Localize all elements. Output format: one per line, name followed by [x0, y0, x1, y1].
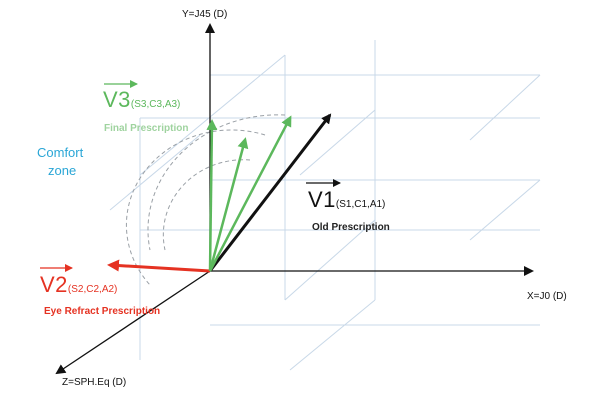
- v2-name: V2: [40, 272, 68, 297]
- v2-params: (S2,C2,A2): [67, 284, 118, 295]
- v3-name: V3: [103, 87, 131, 112]
- v3-params: (S3,C3,A3): [130, 99, 181, 110]
- grid-line: [469, 74, 541, 141]
- grid-line: [289, 299, 376, 371]
- v2-label: V2(S2,C2,A2): [40, 272, 117, 298]
- vector-v3-c: [208, 115, 292, 272]
- grid-line: [299, 109, 376, 176]
- grid-line: [139, 54, 286, 176]
- v3-label: V3(S3,C3,A3): [103, 87, 180, 113]
- comfort-arc: [147, 114, 286, 251]
- z-axis-label: Z=SPH.Eq (D): [62, 377, 127, 388]
- comfort-arc: [125, 129, 266, 286]
- x-axis-label: X=J0 (D): [527, 291, 567, 302]
- vector-v2: [107, 259, 211, 273]
- comfort-zone-line2: zone: [48, 163, 77, 178]
- vector-v3-a: [206, 119, 218, 272]
- y-axis-label: Y=J45 (D): [182, 9, 228, 20]
- comfort-arc: [162, 159, 251, 251]
- v2-caption: Eye Refract Prescription: [44, 306, 161, 317]
- vector-v1: [208, 113, 332, 272]
- grid: [109, 40, 541, 371]
- comfort-zone-line1: Comfort: [37, 145, 84, 160]
- vector-v3-b: [208, 137, 249, 272]
- grid-line: [109, 134, 201, 211]
- v1-caption: Old Prescription: [312, 222, 390, 233]
- z-axis: [55, 270, 211, 375]
- axes: [55, 23, 534, 375]
- grid-line: [284, 219, 376, 301]
- grid-line: [469, 179, 541, 241]
- comfort-zone-arcs: [125, 114, 286, 286]
- v1-name: V1: [308, 187, 336, 212]
- v1-params: (S1,C1,A1): [335, 199, 386, 210]
- v3-caption: Final Prescription: [104, 123, 189, 134]
- v1-label: V1(S1,C1,A1): [308, 187, 385, 213]
